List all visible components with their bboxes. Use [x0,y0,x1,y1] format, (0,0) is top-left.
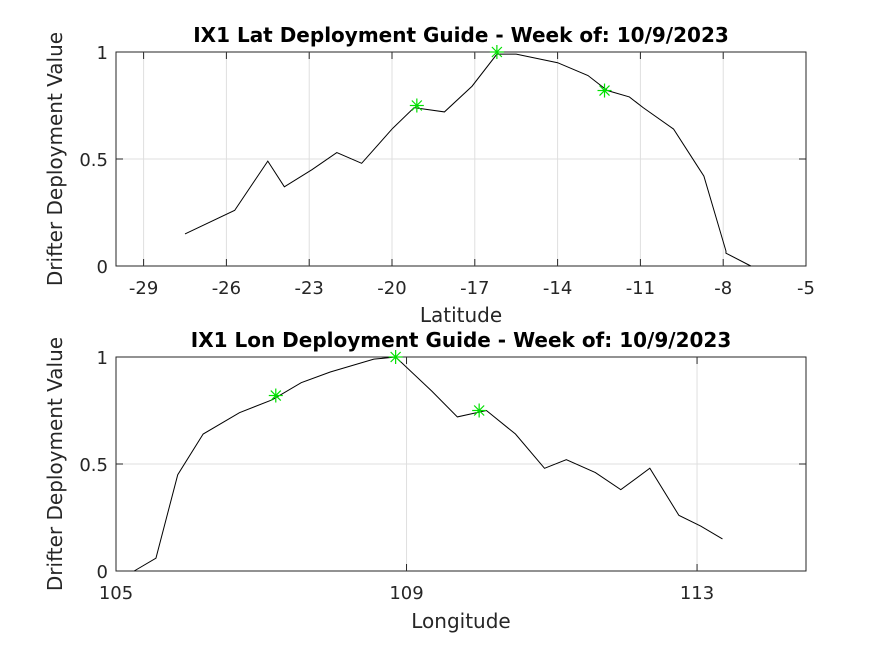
longitude-x-axis-label: Longitude [411,609,510,633]
longitude-marker-stroke [390,351,402,363]
latitude-x-tick-label: -23 [294,278,323,299]
latitude-chart-title: IX1 Lat Deployment Guide - Week of: 10/9… [193,23,729,47]
longitude-y-tick-label: 0.5 [79,455,108,476]
latitude-x-tick-label: -17 [460,278,489,299]
longitude-marker-point [268,388,283,403]
longitude-marker-stroke [473,405,485,416]
latitude-x-axis-label: Latitude [420,303,502,327]
latitude-markers [409,45,612,113]
longitude-marker-point [472,403,487,418]
longitude-chart-title: IX1 Lon Deployment Guide - Week of: 10/9… [191,328,732,352]
latitude-x-tick-label: -20 [377,278,406,299]
longitude-x-tick-label: 113 [680,583,714,604]
latitude-y-tick-label: 1 [97,43,108,64]
latitude-x-tick-label: -8 [714,278,732,299]
latitude-x-tick-label: -11 [626,278,655,299]
latitude-marker-point [489,45,504,59]
latitude-x-tick-label: -14 [543,278,572,299]
latitude-marker-point [409,98,424,113]
longitude-y-tick-label: 0 [97,562,108,583]
longitude-x-tick-label: 105 [99,583,133,604]
latitude-marker-stroke [491,46,503,58]
longitude-marker-point [388,350,403,364]
longitude-grid [116,357,806,571]
longitude-ticks: 105 109 113 0 0.5 1 [79,348,806,604]
latitude-chart: -29 -26 -23 -20 -17 -14 -11 -8 -5 0 0.5 1 IX1 Lat D… [43,23,815,327]
latitude-series-line [184,53,752,267]
latitude-y-tick-label: 0.5 [79,150,108,171]
longitude-y-axis-label: Drifter Deployment Value [43,337,67,591]
latitude-x-tick-label: -29 [129,278,158,299]
latitude-marker-stroke [599,85,610,96]
longitude-y-tick-label: 1 [97,348,108,369]
latitude-marker-stroke [411,100,423,111]
latitude-marker-point [597,83,612,98]
latitude-y-axis-label: Drifter Deployment Value [43,32,67,286]
longitude-marker-stroke [270,390,282,401]
latitude-ticks: -29 -26 -23 -20 -17 -14 -11 -8 -5 0 0.5 1 [79,43,815,299]
latitude-x-tick-label: -5 [797,278,815,299]
longitude-markers [268,350,487,418]
longitude-x-tick-label: 109 [389,583,423,604]
latitude-y-tick-label: 0 [97,257,108,278]
longitude-series-line [133,356,723,572]
latitude-x-tick-label: -26 [212,278,241,299]
longitude-chart: 105 109 113 0 0.5 1 IX1 Lon Deployment Guide … [43,328,807,633]
latitude-grid [116,52,806,266]
